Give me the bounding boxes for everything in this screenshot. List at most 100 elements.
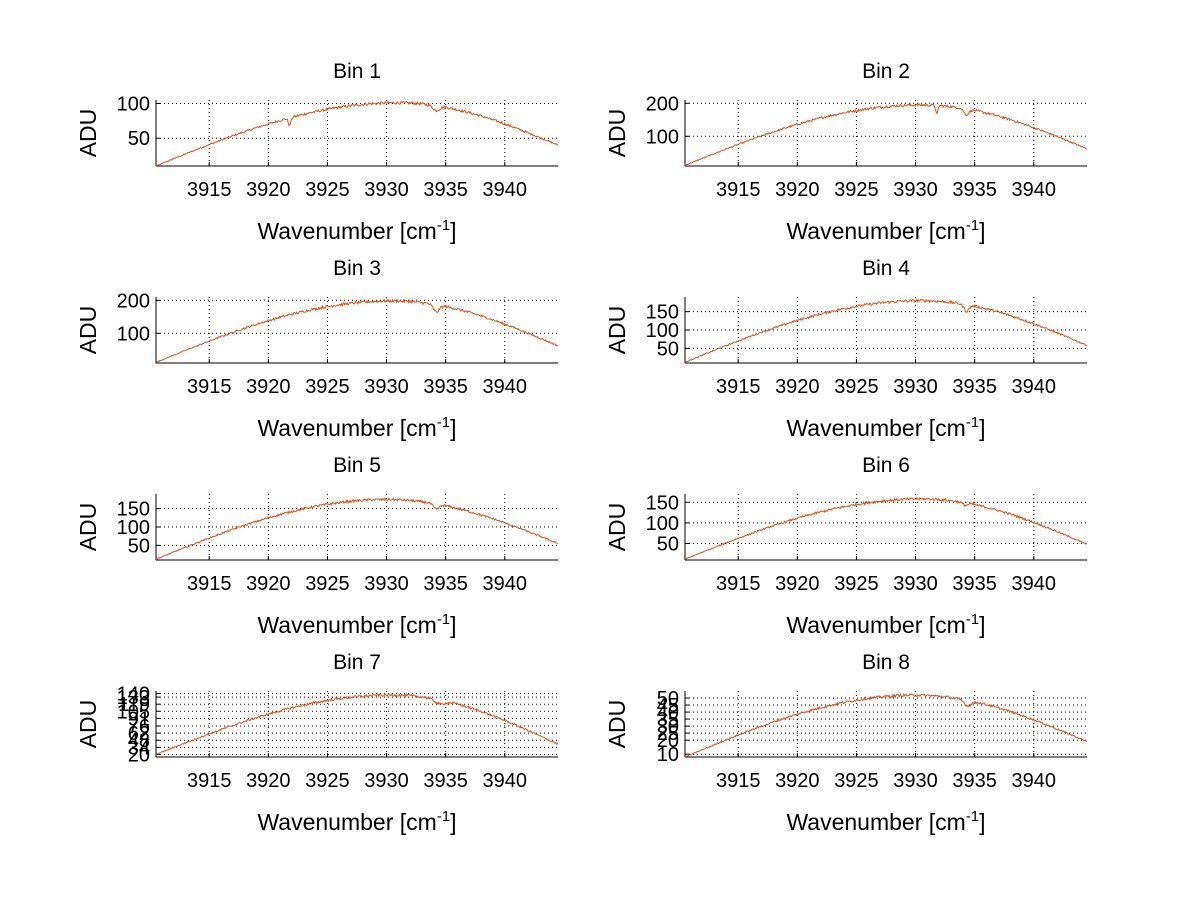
y-tick-label: 200 <box>117 290 150 312</box>
y-tick-label: 133 <box>117 687 150 709</box>
y-tick-label: 10 <box>657 744 679 766</box>
y-tick-label: 20 <box>128 744 150 766</box>
subplot-bin-1: Bin 1 3915 3920 3925 3930 3935 3940 50 100 Wavenu… <box>75 60 559 244</box>
x-tick-label: 3920 <box>775 770 820 792</box>
x-tick-label: 3925 <box>305 770 350 792</box>
x-tick-label: 3920 <box>246 179 291 201</box>
subplot-bin-2: Bin 2 3915 3920 3925 3930 3935 3940 100 200 Waven… <box>604 60 1088 244</box>
x-axis-label: Wavenumber [cm-1] <box>786 414 985 441</box>
x-tick-label: 3930 <box>364 376 409 398</box>
x-tick-label: 3935 <box>423 573 468 595</box>
y-tick-label: 105 <box>117 701 150 723</box>
subplot-title: Bin 3 <box>333 257 381 280</box>
subplot-bin-3: Bin 3 3915 3920 3925 3930 3935 3940 100 200 Waven… <box>75 257 558 441</box>
y-tick-label: 150 <box>646 302 679 324</box>
y-tick-label: 200 <box>646 93 679 115</box>
x-tick-label: 3930 <box>364 573 409 595</box>
x-tick-label: 3920 <box>246 573 291 595</box>
spectrum-line <box>684 692 1088 758</box>
x-tick-label: 3915 <box>187 179 232 201</box>
y-tick-label: 119 <box>118 694 150 716</box>
spectrum-line <box>156 497 559 560</box>
x-tick-label: 3940 <box>483 770 528 792</box>
x-tick-label: 3940 <box>1012 376 1057 398</box>
y-axis-label: ADU <box>604 503 630 552</box>
x-tick-label: 3940 <box>483 376 528 398</box>
spectrum-line <box>155 100 559 167</box>
x-axis-label: Wavenumber [cm-1] <box>786 808 985 835</box>
y-axis-label: ADU <box>75 700 101 749</box>
y-tick-label: 50 <box>128 128 150 150</box>
y-tick-label: 91 <box>128 708 150 730</box>
y-tick-label: 20 <box>657 730 679 752</box>
x-tick-label: 3915 <box>187 376 232 398</box>
x-tick-label: 3925 <box>834 376 879 398</box>
y-tick-label: 25 <box>657 723 679 745</box>
x-tick-label: 3940 <box>1012 770 1057 792</box>
y-axis-label: ADU <box>604 109 630 158</box>
y-tick-label: 50 <box>657 688 679 710</box>
y-tick-label: 48 <box>128 730 150 752</box>
y-tick-label: 50 <box>657 338 679 360</box>
subplot-bin-8: Bin 8 3915 3920 3925 3930 3935 3940 10202530354… <box>604 651 1088 835</box>
spectrum-line <box>155 692 559 755</box>
spectrum-line <box>155 298 558 363</box>
x-tick-label: 3935 <box>952 573 997 595</box>
x-tick-label: 3935 <box>952 179 997 201</box>
x-tick-label: 3935 <box>952 376 997 398</box>
x-tick-label: 3940 <box>483 573 528 595</box>
x-axis-label: Wavenumber [cm-1] <box>257 611 456 638</box>
y-tick-label: 45 <box>657 695 679 717</box>
x-tick-label: 3925 <box>305 573 350 595</box>
x-tick-label: 3915 <box>716 179 761 201</box>
y-tick-label: 100 <box>117 323 150 345</box>
y-axis-label: ADU <box>75 109 101 158</box>
subplot-title: Bin 4 <box>862 257 910 280</box>
y-tick-label: 35 <box>657 709 679 731</box>
y-tick-label: 100 <box>646 126 679 148</box>
x-tick-label: 3925 <box>305 179 350 201</box>
x-tick-label: 3935 <box>423 179 468 201</box>
y-tick-label: 100 <box>646 320 679 342</box>
x-tick-label: 3920 <box>775 179 820 201</box>
spectrum-line <box>684 298 1087 363</box>
x-axis-label: Wavenumber [cm-1] <box>257 808 456 835</box>
y-tick-label: 100 <box>117 93 150 115</box>
subplot-bin-7: Bin 7 3915 3920 3925 3930 3935 3940 20344862769… <box>75 651 559 835</box>
x-tick-label: 3930 <box>893 770 938 792</box>
y-tick-label: 100 <box>646 513 679 535</box>
subplot-title: Bin 6 <box>862 454 910 477</box>
y-tick-label: 34 <box>128 737 150 759</box>
x-tick-label: 3930 <box>893 573 938 595</box>
x-tick-label: 3940 <box>1012 573 1057 595</box>
y-tick-label: 150 <box>646 492 679 514</box>
subplot-title: Bin 1 <box>333 60 381 83</box>
x-tick-label: 3925 <box>305 376 350 398</box>
x-tick-label: 3925 <box>834 179 879 201</box>
y-tick-label: 100 <box>117 517 150 539</box>
y-tick-label: 40 <box>657 702 679 724</box>
y-axis-label: ADU <box>604 700 630 749</box>
spectrum-line <box>684 496 1088 560</box>
y-tick-label: 62 <box>128 723 150 745</box>
y-tick-label: 76 <box>128 716 150 738</box>
x-tick-label: 3930 <box>364 770 409 792</box>
x-tick-label: 3935 <box>952 770 997 792</box>
x-tick-label: 3920 <box>775 376 820 398</box>
y-axis-label: ADU <box>75 503 101 552</box>
x-tick-label: 3915 <box>716 770 761 792</box>
x-axis-label: Wavenumber [cm-1] <box>257 414 456 441</box>
x-tick-label: 3915 <box>187 573 232 595</box>
y-tick-label: 150 <box>117 499 150 521</box>
x-tick-label: 3915 <box>716 376 761 398</box>
x-tick-label: 3930 <box>893 376 938 398</box>
x-tick-label: 3935 <box>423 770 468 792</box>
y-tick-label: 50 <box>128 535 150 557</box>
x-tick-label: 3930 <box>893 179 938 201</box>
subplot-title: Bin 2 <box>862 60 910 83</box>
subplot-title: Bin 8 <box>862 651 910 674</box>
y-tick-label: 140 <box>117 684 150 706</box>
